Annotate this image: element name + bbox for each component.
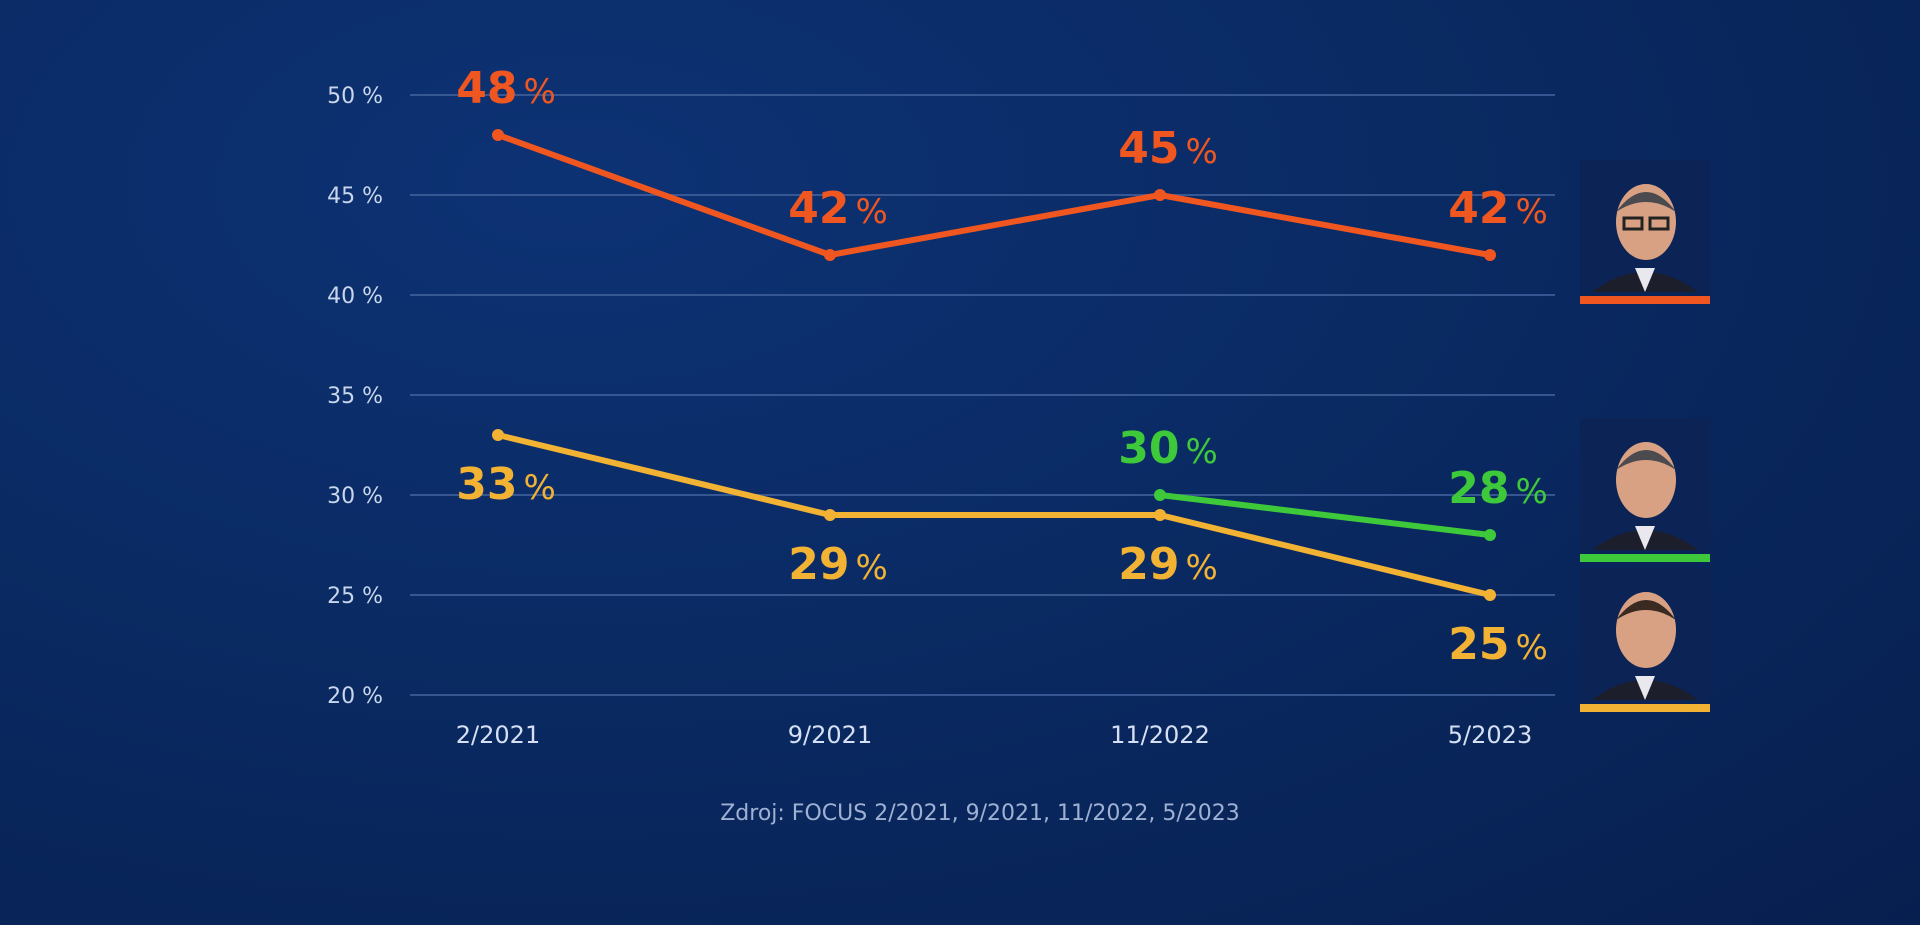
data-point <box>1484 529 1496 541</box>
portrait-hair <box>1616 600 1676 620</box>
portrait-hair <box>1616 192 1676 212</box>
y-axis-ticks: 50 % 45 % 40 % 35 % 30 % 25 % 20 % <box>327 84 383 709</box>
glasses-left <box>1622 216 1644 231</box>
series-line <box>495 432 1493 598</box>
data-label: 25% <box>1448 619 1548 670</box>
data-label: 29% <box>788 539 888 590</box>
data-point <box>1484 589 1496 601</box>
data-point <box>824 249 836 261</box>
data-label: 45% <box>1118 123 1218 174</box>
series-line <box>1157 492 1493 538</box>
x-tick-label: 9/2021 <box>788 721 872 749</box>
data-point <box>1154 489 1166 501</box>
data-point <box>492 129 504 141</box>
data-label: 29% <box>1118 539 1218 590</box>
y-tick-label: 25 % <box>327 584 383 609</box>
portrait-shirt <box>1635 676 1655 700</box>
portrait-hair <box>1616 450 1676 470</box>
data-label: 48% <box>456 63 556 114</box>
portrait-underline <box>1580 704 1710 712</box>
x-tick-label: 11/2022 <box>1110 721 1210 749</box>
x-axis-ticks: 2/2021 9/2021 11/2022 5/2023 <box>456 721 1532 749</box>
y-tick-label: 50 % <box>327 84 383 109</box>
x-tick-label: 5/2023 <box>1448 721 1532 749</box>
portrait-underline <box>1580 554 1710 562</box>
portrait-short-hair-man-icon <box>1580 418 1710 562</box>
data-point <box>1154 509 1166 521</box>
y-tick-label: 45 % <box>327 184 383 209</box>
series-lines <box>492 129 1496 601</box>
data-label: 30% <box>1118 423 1218 474</box>
series-line <box>495 132 1493 258</box>
data-label: 33% <box>456 459 556 510</box>
data-point <box>1484 249 1496 261</box>
portrait-shirt <box>1635 268 1655 292</box>
y-tick-label: 40 % <box>327 284 383 309</box>
grid-lines <box>410 94 1555 696</box>
y-tick-label: 20 % <box>327 684 383 709</box>
portrait-round-face-man-icon <box>1580 568 1710 712</box>
data-point <box>492 429 504 441</box>
data-labels: 48 % 42 % 45 % 42 % 33 % 29% 29 % 25 % 30 % 28% <box>456 63 1548 670</box>
portrait-shirt <box>1635 526 1655 550</box>
data-point <box>824 509 836 521</box>
source-note: Zdroj: FOCUS 2/2021, 9/2021, 11/2022, 5/… <box>720 801 1240 826</box>
y-tick-label: 35 % <box>327 384 383 409</box>
data-point <box>1154 189 1166 201</box>
data-label: 28% <box>1448 463 1548 514</box>
portrait-glasses-man-icon <box>1580 160 1710 304</box>
x-tick-label: 2/2021 <box>456 721 540 749</box>
y-tick-label: 30 % <box>327 484 383 509</box>
data-label: 42% <box>788 183 888 234</box>
glasses-right <box>1648 216 1670 231</box>
portrait-underline <box>1580 296 1710 304</box>
data-label: 42% <box>1448 183 1548 234</box>
legend-portraits <box>1580 160 1710 712</box>
